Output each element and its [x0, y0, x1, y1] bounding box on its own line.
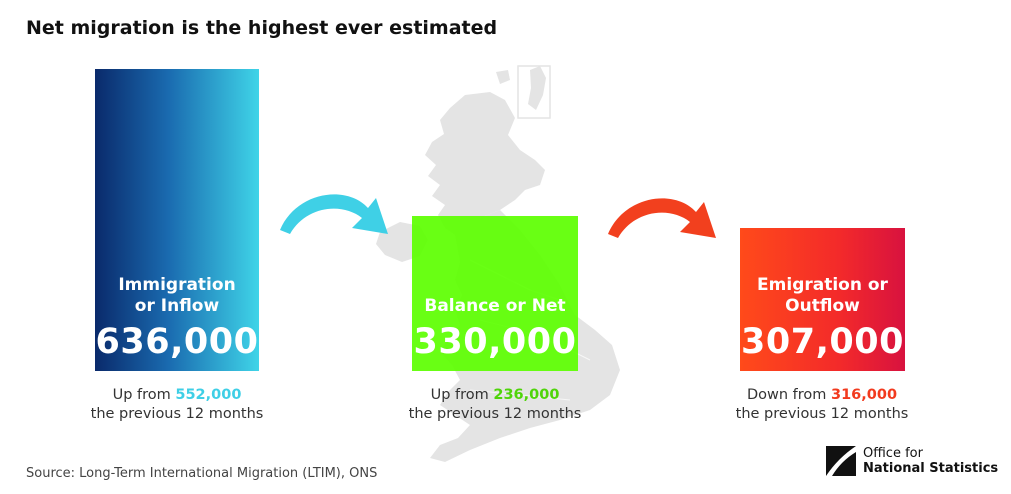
immigration-caption-prefix: Up from	[112, 387, 176, 403]
page-title: Net migration is the highest ever estima…	[26, 17, 498, 39]
net-previous: 236,000	[493, 387, 560, 403]
immigration-previous: 552,000	[175, 387, 242, 403]
immigration-label-line2: or Inflow	[134, 296, 220, 316]
curved-arrow-out-icon	[608, 198, 716, 238]
net-label: Balance or Net	[424, 296, 566, 316]
immigration-label-line1: Immigration	[118, 275, 236, 295]
emigration-label-line1: Emigration or	[757, 275, 888, 295]
emigration-box: Emigration or Outflow 307,000	[740, 228, 905, 371]
emigration-caption-prefix: Down from	[746, 387, 831, 403]
emigration-value: 307,000	[741, 322, 904, 362]
logo-line2: National Statistics	[863, 461, 999, 476]
net-caption: Up from 236,000 the previous 12 months	[395, 386, 595, 424]
immigration-caption-suffix: the previous 12 months	[90, 406, 264, 422]
curved-arrow-in-icon	[280, 194, 388, 234]
logo-line1: Office for	[863, 446, 923, 461]
emigration-caption: Down from 316,000 the previous 12 months	[722, 386, 922, 424]
ons-logo-icon	[826, 446, 856, 476]
immigration-value: 636,000	[95, 322, 259, 362]
emigration-label-line2: Outflow	[785, 296, 860, 316]
net-caption-suffix: the previous 12 months	[408, 406, 582, 422]
source-note: Source: Long-Term International Migratio…	[26, 466, 378, 481]
immigration-caption: Up from 552,000 the previous 12 months	[75, 386, 279, 424]
emigration-previous: 316,000	[831, 387, 898, 403]
emigration-caption-suffix: the previous 12 months	[735, 406, 909, 422]
net-value: 330,000	[413, 322, 577, 362]
net-box: Balance or Net 330,000	[412, 216, 578, 371]
net-caption-prefix: Up from	[430, 387, 494, 403]
ons-logo: Office for National Statistics	[826, 446, 998, 476]
immigration-box: Immigration or Inflow 636,000	[95, 69, 259, 371]
